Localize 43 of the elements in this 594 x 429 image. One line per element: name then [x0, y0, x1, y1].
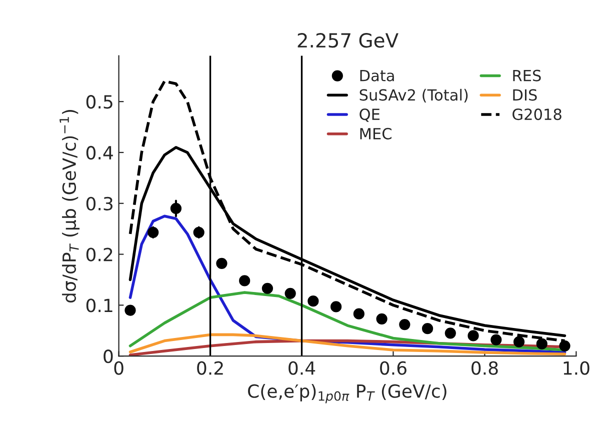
x-tick-label: 0.4 [288, 361, 316, 375]
x-tick-label: 0.6 [380, 361, 406, 375]
point [262, 282, 274, 294]
y-tick-label: 0.3 [86, 196, 112, 210]
point [444, 328, 456, 339]
y-tick-label: 0.5 [86, 95, 112, 109]
point [308, 296, 319, 307]
point [422, 323, 434, 334]
chart-title: 2.257 GeV [298, 33, 398, 48]
point [353, 308, 364, 320]
point [513, 336, 525, 348]
point [124, 304, 136, 316]
y-tick-label: 0.2 [86, 248, 112, 262]
point [148, 226, 159, 238]
point [170, 202, 182, 214]
point [193, 226, 204, 238]
x-axis-title: C(e,e′p)$_{1p0π}$ P$_{T}$ (GeV/c) [248, 384, 446, 404]
point [284, 288, 296, 300]
x-tick-label: 1.0 [564, 361, 590, 375]
point [559, 340, 570, 352]
legend-label: Data [360, 70, 394, 82]
point [330, 301, 342, 312]
x-tick-label: 0 [114, 361, 124, 375]
y-tick-label: 0.1 [86, 298, 112, 312]
y-tick-label: 0.4 [86, 146, 113, 160]
legend-label: SuSAv2 (Total) [360, 88, 468, 103]
point [216, 258, 228, 269]
legend-label: DIS [513, 89, 537, 101]
point [239, 275, 250, 286]
point [399, 318, 410, 330]
x-tick-label: 0.8 [472, 361, 498, 375]
point [536, 338, 548, 350]
legend-label: MEC [360, 128, 392, 140]
y-tick-label: 0 [104, 350, 113, 364]
legend-label: G2018 [512, 108, 562, 120]
x-tick-label: 0.2 [197, 361, 223, 375]
y-axis-title: dσ/dP$_{T}$ (μb (GeV/c)$^{−1}$) [60, 110, 80, 303]
legend-label: RES [513, 70, 541, 82]
point [376, 313, 388, 324]
legend-label: QE [360, 108, 380, 122]
line-series [128, 333, 566, 356]
point [490, 334, 502, 346]
point [468, 330, 479, 342]
